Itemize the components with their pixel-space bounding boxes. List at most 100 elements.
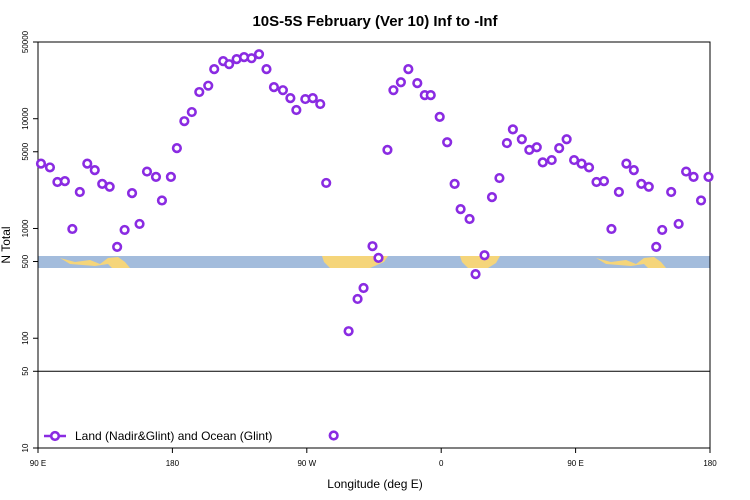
point — [703, 171, 714, 183]
chart-title: 10S-5S February (Ver 10) Inf to -Inf — [252, 13, 498, 30]
point — [470, 269, 481, 280]
land — [460, 256, 500, 268]
point — [606, 223, 617, 235]
point — [554, 142, 565, 154]
y-tick-label: 10 — [21, 443, 30, 452]
point — [382, 144, 393, 155]
point — [253, 49, 265, 60]
x-tick-label: 0 — [439, 459, 444, 468]
legend-label: Land (Nadir&Glint) and Ocean (Glint) — [75, 429, 272, 443]
y-tick-label: 5000 — [21, 142, 30, 160]
point — [307, 93, 318, 104]
y-tick-label: 500 — [21, 254, 30, 268]
point — [464, 213, 475, 225]
point — [501, 137, 513, 149]
y-tick-label: 10000 — [21, 107, 30, 130]
y-tick-label: 50000 — [21, 30, 30, 53]
point — [246, 53, 257, 64]
point — [598, 176, 610, 187]
point — [695, 195, 707, 206]
point — [59, 176, 70, 187]
point — [425, 90, 436, 101]
point — [681, 166, 692, 177]
point — [82, 158, 93, 169]
point — [455, 204, 466, 215]
point — [576, 158, 587, 169]
point — [395, 77, 406, 88]
point — [537, 157, 548, 168]
land — [322, 256, 388, 268]
legend-marker — [49, 430, 61, 442]
point — [494, 172, 505, 184]
point — [388, 85, 399, 96]
x-axis-label: Longitude (deg E) — [327, 477, 422, 491]
point — [315, 98, 326, 110]
point — [507, 124, 518, 135]
point — [343, 326, 354, 337]
point — [673, 218, 684, 230]
plot-frame — [37, 41, 711, 449]
land — [60, 257, 130, 268]
point — [186, 106, 197, 118]
x-tick-label: 180 — [703, 459, 717, 468]
point — [328, 430, 339, 441]
point — [321, 177, 332, 189]
point — [546, 154, 557, 166]
point — [74, 186, 85, 198]
point — [688, 171, 699, 183]
point — [67, 223, 78, 235]
point — [194, 86, 205, 98]
point — [35, 158, 47, 169]
x-tick-label: 180 — [166, 459, 180, 468]
point — [479, 250, 490, 261]
point — [583, 162, 595, 173]
point — [156, 195, 168, 206]
point — [352, 293, 363, 305]
point — [486, 192, 498, 203]
point — [165, 171, 177, 183]
y-tick-label: 1000 — [21, 219, 30, 237]
point — [531, 142, 542, 153]
point — [291, 104, 302, 116]
map-strip — [38, 256, 710, 268]
x-tick-label: 90 E — [567, 459, 583, 468]
point — [449, 178, 460, 189]
x-tick-label: 90 W — [297, 459, 316, 468]
point — [277, 85, 289, 96]
y-tick-label: 100 — [21, 331, 30, 345]
land — [596, 257, 666, 268]
y-tick-label: 50 — [21, 366, 30, 375]
point — [403, 64, 414, 75]
point — [434, 111, 445, 122]
point — [412, 78, 423, 89]
point — [171, 142, 182, 154]
point — [44, 162, 56, 173]
point — [126, 188, 138, 199]
point — [104, 181, 115, 192]
point — [516, 134, 527, 145]
point — [442, 137, 453, 148]
point — [561, 134, 572, 145]
point — [119, 224, 130, 236]
x-tick-label: 90 E — [30, 459, 46, 468]
point — [367, 241, 378, 252]
point — [268, 82, 280, 93]
point — [666, 186, 677, 198]
point — [373, 252, 384, 263]
point — [628, 165, 639, 176]
y-axis-label: N Total — [0, 226, 13, 263]
point — [285, 93, 296, 104]
point — [150, 171, 162, 183]
point — [112, 241, 123, 252]
point — [261, 64, 272, 75]
point — [209, 64, 220, 75]
point — [203, 80, 214, 91]
point — [179, 116, 190, 127]
point — [613, 186, 625, 198]
point — [651, 241, 662, 252]
point — [224, 59, 235, 70]
point — [358, 282, 369, 294]
point — [643, 181, 654, 192]
point — [89, 165, 100, 176]
